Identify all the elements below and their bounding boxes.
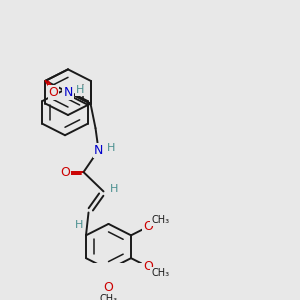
Text: N: N — [63, 86, 73, 99]
Text: CH₃: CH₃ — [152, 268, 169, 278]
Text: O: O — [143, 220, 153, 233]
Text: H: H — [76, 85, 84, 95]
Text: O: O — [49, 86, 58, 100]
Text: CH₃: CH₃ — [152, 215, 169, 225]
Text: H: H — [110, 184, 118, 194]
Text: N: N — [94, 144, 103, 157]
Text: CH₃: CH₃ — [100, 294, 118, 300]
Text: H: H — [75, 220, 83, 230]
Text: O: O — [61, 166, 70, 178]
Text: O: O — [103, 280, 113, 294]
Text: N: N — [63, 86, 73, 99]
Text: O: O — [143, 260, 153, 273]
Text: H: H — [106, 143, 115, 153]
